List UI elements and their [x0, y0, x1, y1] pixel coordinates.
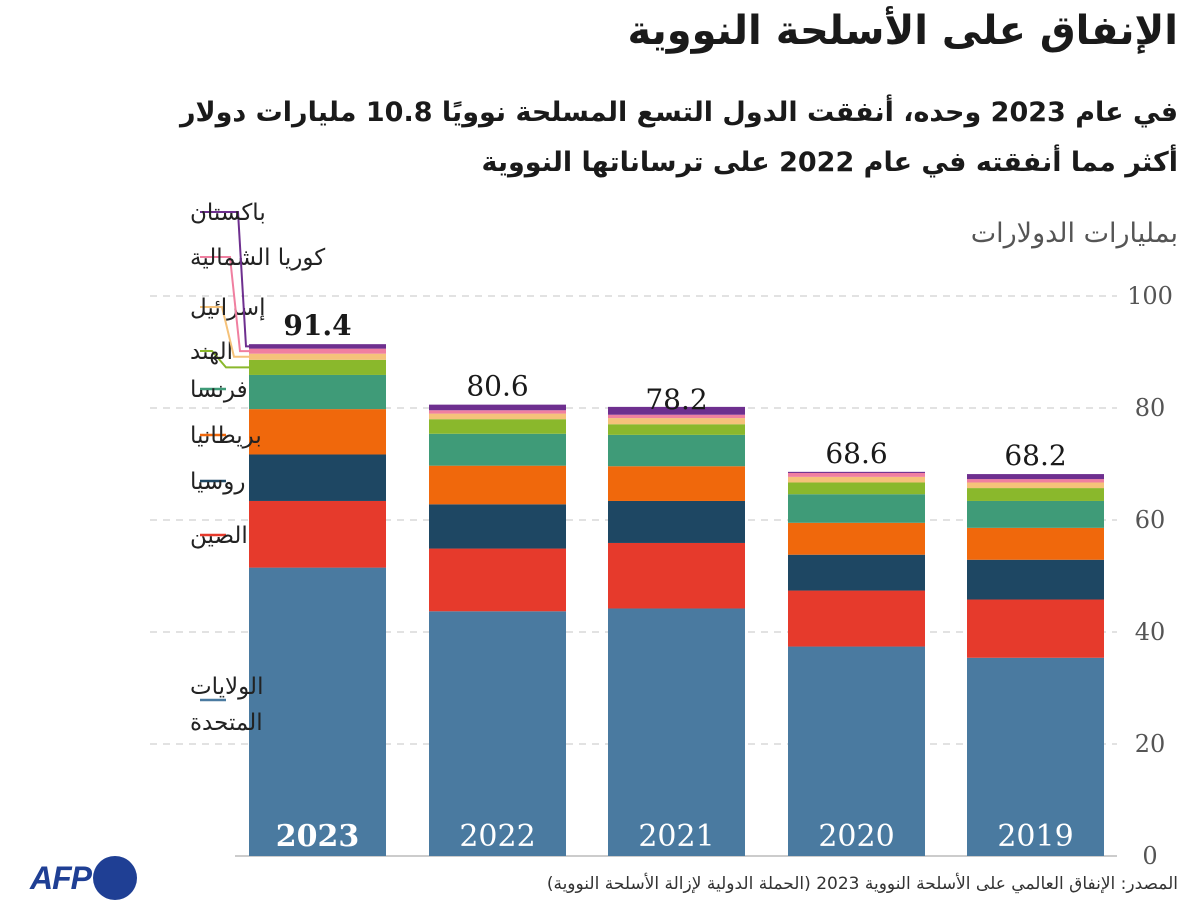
bar-segment-2021-0 — [608, 608, 745, 856]
bar-segment-2020-8 — [788, 471, 925, 473]
bar-segment-2021-8 — [608, 406, 745, 415]
legend-label-2: روسيا — [190, 469, 245, 495]
bar-segment-2023-6 — [249, 353, 386, 360]
legend-leader-7 — [200, 256, 249, 353]
bar-segment-2019-0 — [967, 657, 1104, 856]
bar-segment-2022-3 — [429, 465, 566, 505]
bar-segment-2020-4 — [788, 494, 925, 523]
value-labels: 91.4 2023 80.6 2022 78.2 2021 68.6 2020 68.2 2019 — [276, 309, 1074, 854]
y-axis-unit-label: بمليارات الدولارات — [970, 218, 1178, 249]
bar-segment-2020-5 — [788, 482, 925, 495]
bar-segment-2023-3 — [249, 409, 386, 455]
bar-segment-2021-3 — [608, 466, 745, 501]
bar-segment-2021-4 — [608, 434, 745, 467]
bar-segment-2020-3 — [788, 522, 925, 555]
bar-segment-2022-1 — [429, 548, 566, 612]
bar-segment-2022-6 — [429, 413, 566, 420]
bar-segment-2019-1 — [967, 599, 1104, 658]
bar-segment-2022-7 — [429, 410, 566, 414]
subtitle-line-1: في عام 2023 وحده، أنفقت الدول التسع المس… — [179, 97, 1178, 128]
page-subtitle: في عام 2023 وحده، أنفقت الدول التسع المس… — [38, 88, 1178, 188]
bar-segment-2023-5 — [249, 359, 386, 375]
legend-label-0: الولايات المتحدة — [190, 674, 263, 736]
category-label-2019: 2019 — [997, 819, 1073, 854]
legend-leader-5 — [200, 350, 249, 369]
bar-segment-2020-6 — [788, 476, 925, 483]
bar-segment-2020-2 — [788, 554, 925, 591]
total-label-2022: 80.6 — [466, 370, 528, 403]
bar-segment-2021-2 — [608, 500, 745, 543]
bar-segment-2023-2 — [249, 454, 386, 501]
category-label-2020: 2020 — [818, 819, 894, 854]
bars — [249, 344, 1104, 856]
bar-segment-2021-5 — [608, 424, 745, 435]
afp-logo: AFP — [30, 856, 137, 900]
bar-segment-2019-6 — [967, 482, 1104, 489]
bar-segment-2020-7 — [788, 472, 925, 477]
bar-segment-2019-7 — [967, 479, 1104, 483]
bar-segment-2019-3 — [967, 527, 1104, 560]
subtitle-line-2: أكثر مما أنفقته في عام 2022 على ترساناته… — [481, 147, 1178, 178]
bar-segment-2023-7 — [249, 348, 386, 354]
legend-leader-8 — [200, 211, 249, 348]
bar-segment-2019-8 — [967, 474, 1104, 480]
legend-label-4: فرنسا — [190, 377, 248, 403]
y-tick-label-80: 80 — [1135, 394, 1166, 422]
total-label-2020: 68.6 — [825, 437, 887, 470]
legend-label-5: الهند — [190, 339, 233, 365]
legend: الولايات المتحدة الصين روسيا بريطانيا فرنسا ال… — [190, 200, 325, 736]
bar-segment-2020-1 — [788, 590, 925, 647]
bar-segment-2022-0 — [429, 611, 566, 856]
total-label-2019: 68.2 — [1004, 439, 1066, 472]
bar-segment-2022-8 — [429, 404, 566, 411]
category-label-2023: 2023 — [276, 819, 360, 854]
bar-segment-2021-7 — [608, 414, 745, 419]
bar-segment-2019-4 — [967, 500, 1104, 528]
afp-logo-text: AFP — [30, 859, 92, 896]
legend-label-6: إسرائيل — [190, 295, 266, 321]
bar-segment-2022-4 — [429, 433, 566, 466]
legend-label-1: الصين — [190, 523, 248, 549]
bar-segment-2021-6 — [608, 418, 745, 425]
bar-segment-2023-1 — [249, 500, 386, 568]
bar-segment-2019-5 — [967, 488, 1104, 501]
y-tick-label-20: 20 — [1135, 730, 1166, 758]
bar-segment-2020-0 — [788, 646, 925, 856]
bar-segment-2023-0 — [249, 567, 386, 856]
legend-label-8: باكستان — [190, 200, 266, 226]
page-title: الإنفاق على الأسلحة النووية — [627, 8, 1178, 54]
source-note: المصدر: الإنفاق العالمي على الأسلحة النو… — [546, 874, 1178, 894]
bar-segment-2023-8 — [249, 344, 386, 349]
category-label-2021: 2021 — [638, 819, 714, 854]
bar-segment-2022-2 — [429, 504, 566, 549]
bar-segment-2023-4 — [249, 374, 386, 410]
y-tick-label-40: 40 — [1135, 618, 1166, 646]
bar-segment-2022-5 — [429, 419, 566, 434]
y-tick-label-100: 100 — [1127, 282, 1173, 310]
bar-segment-2019-2 — [967, 559, 1104, 600]
y-tick-label-0: 0 — [1142, 842, 1157, 870]
legend-label-3: بريطانيا — [190, 423, 262, 449]
afp-logo-dot-icon — [93, 856, 137, 900]
y-tick-label-60: 60 — [1135, 506, 1166, 534]
bar-segment-2021-1 — [608, 542, 745, 609]
total-label-2021: 78.2 — [645, 383, 707, 416]
category-label-2022: 2022 — [459, 819, 535, 854]
legend-label-7: كوريا الشمالية — [190, 245, 325, 271]
legend-leader-6 — [200, 306, 249, 358]
total-label-2023: 91.4 — [283, 309, 351, 342]
